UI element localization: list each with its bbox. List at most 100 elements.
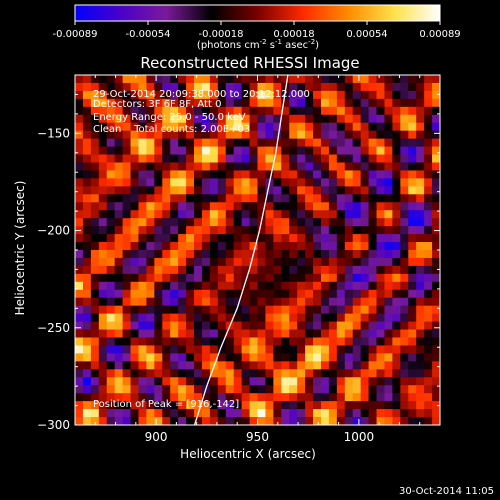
heatmap-pixel (408, 345, 417, 355)
heatmap-pixel (368, 305, 378, 315)
heatmap-pixel (328, 138, 338, 148)
heatmap-pixel (178, 138, 187, 148)
heatmap-pixel (400, 186, 409, 195)
heatmap-pixel (297, 82, 306, 92)
heatmap-pixel (154, 353, 163, 362)
heatmap-pixel (281, 234, 290, 243)
heatmap-pixel (257, 210, 267, 219)
heatmap-pixel (122, 289, 132, 299)
heatmap-pixel (201, 417, 211, 425)
heatmap-pixel (170, 289, 179, 299)
heatmap-pixel (368, 377, 378, 386)
footer-timestamp: 30-Oct-2014 11:05 (399, 486, 494, 497)
heatmap-pixel (130, 250, 140, 259)
heatmap-pixel (352, 186, 362, 195)
heatmap-pixel (416, 377, 425, 386)
colorbar-ticks: -0.00089 -0.00054 -0.00018 0.00018 0.00054 0.… (53, 21, 461, 40)
heatmap-pixel (194, 361, 203, 370)
heatmap-pixel (146, 409, 155, 418)
heatmap-pixel (178, 162, 187, 172)
heatmap-pixel (201, 75, 211, 84)
heatmap-pixel (98, 257, 108, 267)
heatmap-pixel (432, 265, 440, 275)
heatmap-pixel (217, 138, 227, 148)
heatmap-pixel (352, 281, 362, 291)
heatmap-pixel (241, 90, 251, 100)
heatmap-pixel (416, 289, 425, 299)
heatmap-pixel (186, 313, 195, 323)
heatmap-pixel (130, 114, 140, 124)
heatmap-pixel (170, 162, 179, 172)
heatmap-pixel (98, 194, 108, 203)
heatmap-pixel (138, 114, 148, 124)
heatmap-pixel (225, 345, 235, 355)
heatmap-pixel (336, 194, 346, 203)
heatmap-pixel (392, 321, 401, 331)
heatmap-pixel (305, 265, 314, 275)
heatmap-pixel (265, 210, 274, 219)
heatmap-pixel (289, 321, 298, 331)
heatmap-pixel (201, 146, 211, 156)
heatmap-pixel (241, 242, 251, 251)
heatmap-pixel (257, 393, 267, 402)
heatmap-pixel (289, 186, 298, 195)
heatmap-pixel (178, 194, 187, 203)
heatmap-pixel (154, 385, 163, 394)
heatmap-pixel (273, 90, 282, 100)
heatmap-pixel (138, 377, 148, 386)
heatmap-pixel (281, 297, 290, 307)
heatmap-pixel (217, 409, 227, 418)
heatmap-pixel (432, 297, 440, 307)
heatmap-pixel (82, 154, 92, 164)
heatmap-pixel (297, 257, 306, 267)
heatmap-pixel (328, 289, 338, 299)
heatmap-pixel (352, 257, 362, 267)
heatmap-pixel (265, 385, 274, 394)
heatmap-pixel (313, 146, 322, 156)
heatmap-pixel (376, 154, 386, 164)
heatmap-pixel (352, 114, 362, 124)
heatmap-pixel (154, 202, 163, 211)
heatmap-pixel (154, 305, 163, 315)
heatmap-pixel (130, 281, 140, 291)
heatmap-pixel (376, 82, 386, 92)
heatmap-pixel (336, 265, 346, 275)
heatmap-pixel (352, 138, 362, 148)
heatmap-pixel (273, 98, 282, 108)
heatmap-pixel (130, 106, 140, 116)
heatmap-pixel (289, 162, 298, 172)
heatmap-pixel (106, 218, 116, 227)
heatmap-pixel (82, 210, 92, 219)
heatmap-pixel (194, 186, 203, 195)
heatmap-pixel (122, 385, 132, 394)
heatmap-pixel (265, 138, 274, 148)
heatmap-pixel (106, 313, 116, 323)
heatmap-pixel (273, 337, 282, 347)
heatmap-pixel (241, 313, 251, 323)
heatmap-pixel (209, 154, 219, 164)
heatmap-pixel (106, 186, 116, 195)
heatmap-pixel (384, 329, 393, 339)
heatmap-pixel (90, 226, 100, 235)
heatmap-pixel (154, 417, 163, 425)
heatmap-pixel (336, 321, 346, 331)
heatmap-pixel (201, 202, 211, 211)
heatmap-pixel (416, 265, 425, 275)
heatmap-pixel (194, 313, 203, 323)
heatmap-pixel (233, 321, 243, 331)
heatmap-pixel (257, 289, 267, 299)
heatmap-pixel (130, 226, 140, 235)
heatmap-pixel (328, 162, 338, 172)
heatmap-pixel (225, 393, 235, 402)
heatmap-pixel (305, 170, 314, 180)
heatmap-pixel (170, 265, 179, 275)
heatmap-pixel (154, 361, 163, 370)
heatmap-pixel (146, 361, 155, 370)
heatmap-pixel (201, 218, 211, 227)
heatmap-pixel (305, 329, 314, 339)
heatmap-pixel (384, 154, 393, 164)
heatmap-pixel (313, 226, 322, 235)
heatmap-pixel (305, 417, 314, 425)
heatmap-pixel (225, 202, 235, 211)
heatmap-pixel (75, 329, 84, 339)
